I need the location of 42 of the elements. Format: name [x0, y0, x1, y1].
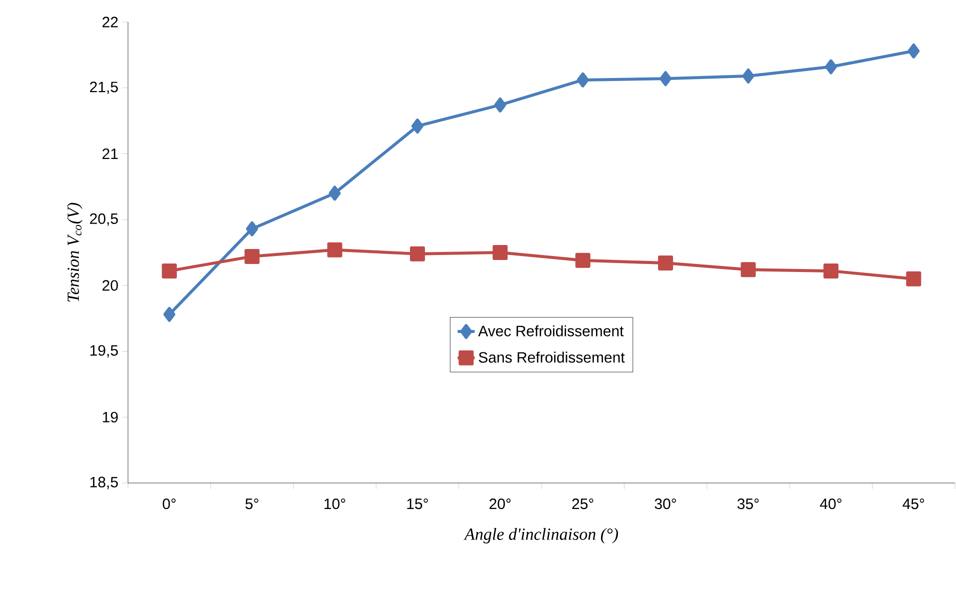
- point: [740, 262, 756, 278]
- point: [742, 68, 754, 84]
- y-tick-label: 21,5: [90, 82, 118, 94]
- point: [575, 252, 590, 268]
- point: [658, 256, 674, 271]
- point: [162, 263, 177, 278]
- x-tick-label: 40°: [820, 498, 842, 510]
- y-tick-label: 19: [102, 412, 118, 422]
- point: [411, 118, 424, 134]
- y-tick-label: 18,5: [90, 476, 118, 490]
- point: [163, 306, 176, 322]
- point: [660, 71, 672, 86]
- x-tick-label: 25°: [572, 498, 594, 510]
- point: [494, 97, 506, 112]
- x-tick-label: 10°: [324, 498, 346, 510]
- x-tick-label: 0°: [162, 498, 176, 510]
- point: [908, 43, 920, 58]
- x-tick-label: 15°: [407, 498, 428, 510]
- y-tick-label: 21: [102, 148, 118, 159]
- y-tick-label: 19,5: [90, 345, 118, 358]
- legend-label: Sans Refroidissement: [478, 352, 625, 363]
- y-tick-label: 20: [102, 280, 118, 291]
- text: Tension V$_{co}$(V): [67, 202, 82, 302]
- x-axis-title: Angle d'inclinaison (°): [464, 528, 618, 544]
- x-tick-label: 5°: [245, 498, 258, 510]
- point: [492, 245, 508, 260]
- point: [824, 59, 837, 74]
- x-tick-label: 30°: [654, 498, 676, 510]
- legend-label: Avec Refroidissement: [478, 325, 624, 336]
- y-tick-label: 22: [102, 16, 118, 28]
- y-tick-label: 20,5: [90, 213, 118, 226]
- point: [576, 72, 589, 88]
- point: [246, 221, 258, 236]
- point: [328, 186, 341, 201]
- x-tick-label: 20°: [490, 498, 511, 510]
- x-tick-label: 45°: [902, 498, 924, 510]
- point: [906, 271, 922, 286]
- point: [823, 263, 838, 278]
- point: [327, 242, 342, 258]
- x-tick-label: 35°: [737, 498, 759, 510]
- point: [244, 248, 260, 264]
- point: [410, 246, 425, 262]
